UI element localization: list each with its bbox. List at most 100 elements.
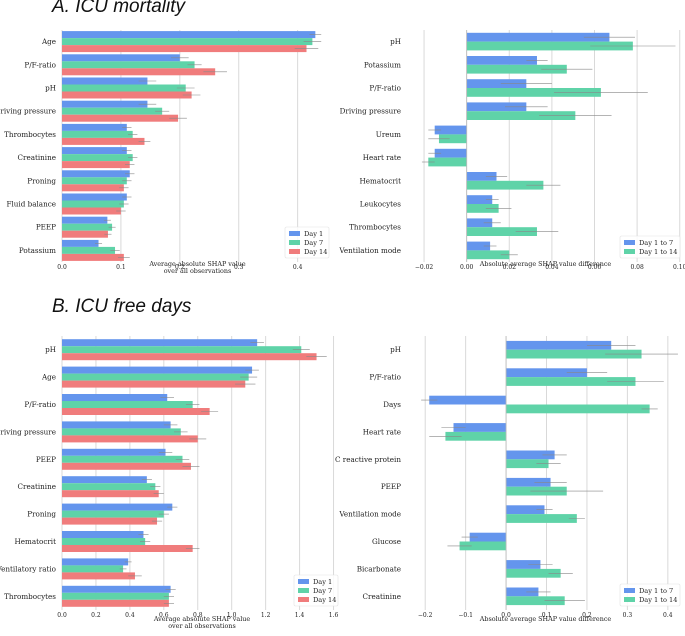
- a-right-bar-ph-day-1-to-7: [466, 32, 610, 42]
- a-left-bar-driving-pressure-day-14: [62, 114, 179, 122]
- a-left-bar-ph-day-7: [62, 84, 186, 92]
- b-left-category-label: Hematocrit: [15, 537, 57, 546]
- a-left-bar-thrombocytes-day-14: [62, 137, 145, 145]
- b-right-bar-p-f-ratio-day-1-to-14: [506, 377, 636, 386]
- b-left-bar-thrombocytes-day-1: [62, 585, 171, 593]
- b-left-bar-driving-pressure-day-14: [62, 435, 198, 443]
- b-right-bar-c-reactive-protein-day-1-to-14: [506, 459, 549, 469]
- a-left-bar-creatinine-day-14: [62, 161, 130, 169]
- b-left-bar-creatinine-day-7: [62, 483, 156, 491]
- a-left-category-label: Driving pressure: [0, 107, 56, 116]
- b-right-bar-p-f-ratio-day-1-to-7: [506, 368, 587, 378]
- a-right-xtick-label: 0.02: [503, 264, 517, 271]
- a-right-xtick-label: −0.02: [415, 264, 434, 271]
- a-left-xtick-label: 0.0: [57, 264, 67, 271]
- a-left-legend-swatch-day-1: [289, 231, 300, 236]
- a-right-bar-ventilation-mode-day-1-to-7: [466, 241, 491, 251]
- b-right-legend-swatch-day-1-to-14: [624, 597, 635, 602]
- b-left-bar-ventilatory-ratio-day-1: [62, 558, 129, 566]
- b-right-category-label: PEEP: [381, 482, 401, 491]
- a-right-bar-potassium-day-1-to-7: [466, 56, 537, 65]
- a-left-category-label: Proning: [27, 176, 56, 185]
- a-right-bar-thrombocytes-day-1-to-7: [466, 218, 493, 228]
- a-right-legend-swatch-day-1-to-14: [624, 249, 635, 254]
- b-left-bar-proning-day-14: [62, 517, 158, 525]
- a-left-bar-p-f-ratio-day-7: [62, 61, 195, 69]
- a-right-category-label: Heart rate: [363, 153, 401, 162]
- a-left-bar-proning-day-7: [62, 177, 127, 185]
- a-right-xtick-label: 0.00: [460, 264, 474, 271]
- b-right-bar-creatinine-day-1-to-7: [506, 587, 539, 597]
- a-left-bar-proning-day-14: [62, 184, 124, 192]
- b-right-bar-days-day-1-to-14: [506, 404, 650, 414]
- a-right-bar-heart-rate-day-1-to-14: [428, 157, 467, 167]
- a-right-category-label: Hematocrit: [360, 176, 402, 185]
- b-right-bar-heart-rate-day-1-to-14: [445, 431, 507, 441]
- b-left-xaxis-label: Average absolute SHAP value: [153, 615, 251, 623]
- a-right-bar-leukocytes-day-1-to-14: [466, 204, 499, 213]
- a-right-bar-leukocytes-day-1-to-7: [466, 195, 493, 204]
- b-right-bar-days-day-1-to-7: [429, 395, 507, 405]
- a-right-bar-heart-rate-day-1-to-7: [434, 148, 467, 158]
- a-right-xtick-label: 0.10: [673, 264, 685, 271]
- b-left-xtick-label: 1.0: [227, 612, 237, 619]
- a-right-category-label: Leukocytes: [360, 200, 402, 209]
- a-left-bar-ph-day-14: [62, 91, 192, 99]
- a-right-xtick-label: 0.04: [545, 264, 559, 271]
- b-right-category-label: pH: [390, 345, 401, 354]
- a-left-bar-potassium-day-14: [62, 253, 124, 261]
- a-right-category-label: Ureum: [376, 130, 401, 139]
- b-left-bar-p-f-ratio-day-1: [62, 394, 168, 401]
- b-right-bar-ventilation-mode-day-1-to-14: [506, 514, 577, 523]
- b-left-category-label: Ventilatory ratio: [0, 564, 56, 573]
- a-left-bar-peep-day-14: [62, 230, 108, 238]
- b-left-legend-swatch-day-7: [298, 588, 309, 593]
- a-right-bar-ventilation-mode-day-1-to-14: [466, 250, 510, 260]
- b-left-legend-swatch-day-1: [298, 579, 309, 584]
- a-left-bar-driving-pressure-day-1: [62, 100, 148, 108]
- a-right-category-label: Ventilation mode: [338, 246, 401, 255]
- a-left-bar-driving-pressure-day-7: [62, 107, 163, 115]
- a-right-legend-label: Day 1 to 7: [639, 239, 673, 247]
- b-right-category-label: Heart rate: [363, 427, 401, 436]
- a-left-category-label: PEEP: [36, 223, 56, 232]
- b-left-category-label: pH: [45, 345, 56, 354]
- b-right-bar-ph-day-1-to-7: [506, 340, 612, 350]
- a-left-category-label: Potassium: [19, 246, 56, 255]
- a-left-category-label: pH: [45, 84, 56, 93]
- b-left-category-label: P/F-ratio: [24, 400, 56, 409]
- a-left-bar-p-f-ratio-day-1: [62, 54, 180, 62]
- a-left-xtick-label: 0.1: [116, 264, 126, 271]
- a-right-bar-ureum-day-1-to-14: [438, 134, 467, 144]
- a-right-bar-ureum-day-1-to-7: [434, 125, 467, 135]
- a-left-bar-fluid-balance-day-7: [62, 200, 124, 208]
- a-right-category-label: Driving pressure: [340, 107, 401, 116]
- b-right-category-label: Ventilation mode: [338, 510, 401, 519]
- b-left-bar-driving-pressure-day-1: [62, 421, 171, 429]
- a-left-category-label: Creatinine: [18, 153, 56, 162]
- b-left-bar-thrombocytes-day-7: [62, 592, 169, 600]
- a-left-bar-thrombocytes-day-1: [62, 123, 127, 131]
- b-right-bar-ph-day-1-to-14: [506, 349, 642, 359]
- a-left-legend-swatch-day-7: [289, 240, 300, 245]
- a-left-bar-proning-day-1: [62, 170, 130, 178]
- b-right-xtick-label: 0.2: [582, 612, 592, 619]
- a-right-bar-p-f-ratio-day-1-to-14: [466, 88, 601, 97]
- b-left-bar-peep-day-1: [62, 448, 166, 456]
- b-right-bar-heart-rate-day-1-to-7: [453, 423, 507, 432]
- b-left-bar-thrombocytes-day-14: [62, 599, 169, 607]
- b-left-bar-proning-day-7: [62, 510, 164, 518]
- b-left-bar-creatinine-day-14: [62, 490, 159, 498]
- b-left-xtick-label: 0.0: [57, 612, 67, 619]
- a-left-category-label: P/F-ratio: [24, 60, 56, 69]
- a-left-bar-ph-day-1: [62, 77, 148, 85]
- a-right-legend-swatch-day-1-to-7: [624, 240, 635, 245]
- a-left-xtick-label: 0.3: [234, 264, 244, 271]
- a-left-bar-creatinine-day-1: [62, 147, 127, 155]
- section-title-icu-free-days: B. ICU free days: [52, 296, 192, 317]
- a-left-legend-swatch-day-14: [289, 249, 300, 254]
- b-left-bar-proning-day-1: [62, 503, 173, 511]
- b-right-bar-glucose-day-1-to-14: [459, 541, 507, 551]
- b-left-bar-ph-day-7: [62, 346, 302, 354]
- b-left-bar-hematocrit-day-7: [62, 538, 146, 545]
